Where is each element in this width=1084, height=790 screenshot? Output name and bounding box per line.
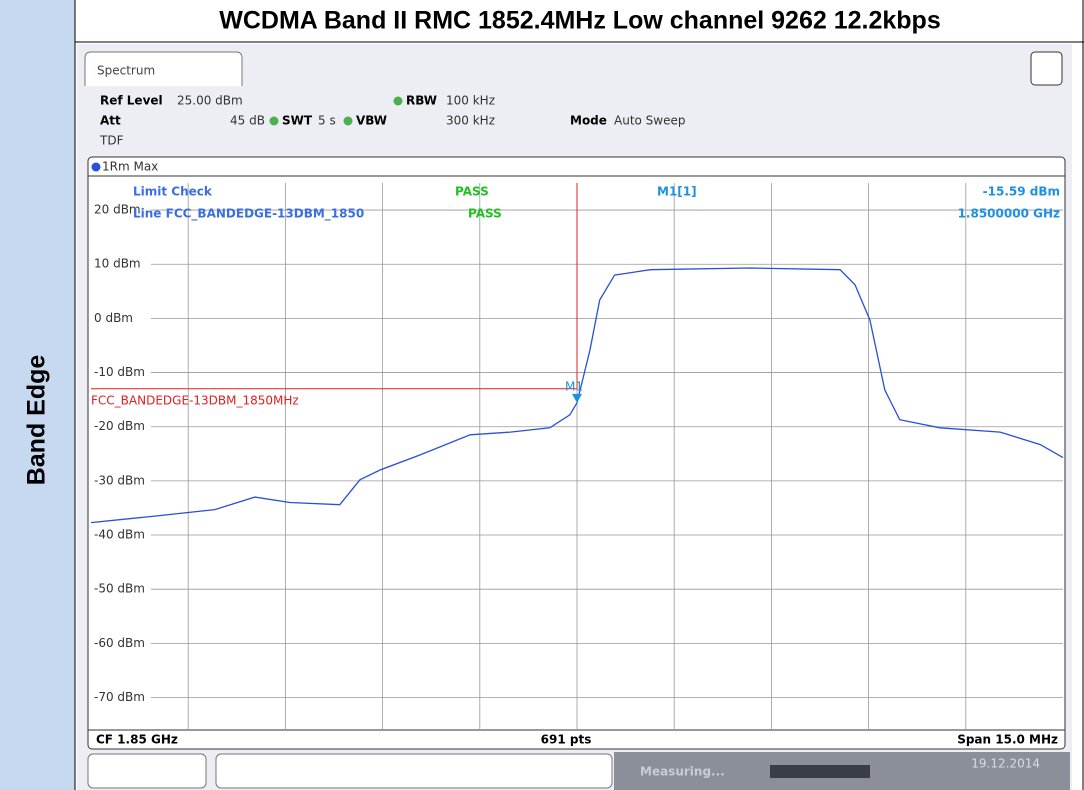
cf-label: CF 1.85 GHz — [96, 733, 178, 747]
info-value: 45 dB — [230, 114, 265, 128]
row-label-cell — [0, 0, 75, 790]
limit-check-result: PASS — [455, 185, 489, 199]
table-title: WCDMA Band II RMC 1852.4MHz Low channel … — [219, 7, 940, 35]
y-tick-label: 0 dBm — [94, 311, 133, 325]
y-tick-label: -60 dBm — [94, 636, 145, 650]
trace-dot — [91, 162, 101, 172]
plot-frame — [87, 156, 1066, 750]
limit-line-text: Line FCC_BANDEDGE-13DBM_1850 — [133, 207, 364, 222]
date-label: 19.12.2014 — [971, 757, 1040, 771]
progress-bar — [770, 765, 870, 778]
y-tick-label: 10 dBm — [94, 257, 141, 271]
info-label: TDF — [99, 134, 124, 148]
tab-label[interactable]: Spectrum — [97, 64, 155, 78]
y-tick-label: 20 dBm — [94, 203, 141, 217]
marker-value: -15.59 dBm — [983, 185, 1060, 199]
status-dot — [269, 116, 279, 126]
menu-icon[interactable] — [1030, 51, 1063, 86]
y-tick-label: -40 dBm — [94, 528, 145, 542]
limit-line-label: FCC_BANDEDGE-13DBM_1850MHz — [91, 393, 299, 407]
marker — [572, 393, 582, 403]
marker-label: M1 — [565, 379, 583, 393]
marker-x: 1.8500000 GHz — [958, 207, 1060, 221]
y-tick-label: -10 dBm — [94, 365, 145, 379]
tab[interactable] — [84, 51, 243, 86]
info-label: SWT — [282, 114, 313, 128]
limit-line-result: PASS — [468, 207, 502, 221]
y-tick-label: -30 dBm — [94, 473, 145, 487]
info-label: VBW — [356, 114, 387, 128]
info-value: 100 kHz — [446, 94, 495, 108]
status-dot — [393, 96, 403, 106]
limit-check: Limit Check — [133, 185, 213, 199]
info-label: Mode — [570, 114, 607, 128]
info-value: 300 kHz — [446, 114, 495, 128]
trace — [90, 267, 1064, 524]
marker-readout: M1[1] — [657, 185, 697, 199]
info-value: 25.00 dBm — [177, 94, 243, 108]
y-tick-label: -70 dBm — [94, 690, 145, 704]
info-label: RBW — [406, 94, 437, 108]
status-text: Measuring... — [640, 765, 725, 779]
info-value: 5 s — [318, 114, 336, 128]
header-cell — [75, 0, 1084, 42]
input-field[interactable] — [215, 753, 613, 789]
y-tick-label: -50 dBm — [94, 582, 145, 596]
softkey[interactable] — [87, 753, 207, 789]
row-label: Band Edge — [23, 355, 51, 486]
span-label: Span 15.0 MHz — [957, 733, 1058, 747]
status-dot — [343, 116, 353, 126]
y-tick-label: -20 dBm — [94, 419, 145, 433]
info-value: Auto Sweep — [614, 114, 686, 128]
points-label: 691 pts — [541, 733, 592, 747]
trace-label: 1Rm Max — [102, 160, 158, 174]
info-label: Ref Level — [100, 94, 163, 108]
info-label: Att — [100, 114, 121, 128]
